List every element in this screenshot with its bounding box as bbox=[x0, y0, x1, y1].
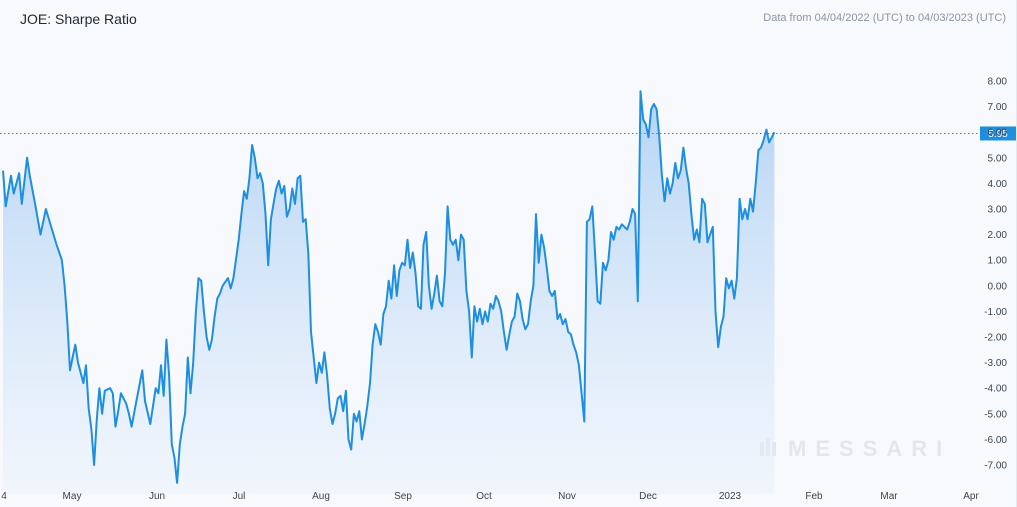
y-tick-label: -1.00 bbox=[984, 307, 1007, 318]
series-line bbox=[2, 90, 776, 484]
area-fill bbox=[3, 91, 775, 494]
current-value-tag-text: 5.95 bbox=[988, 129, 1008, 140]
current-value-layer: 5.95 bbox=[0, 126, 1016, 141]
x-tick-label: Nov bbox=[558, 491, 576, 502]
chart-title: JOE: Sharpe Ratio bbox=[20, 11, 137, 27]
x-tick-label: Oct bbox=[476, 491, 492, 502]
y-tick-label: -3.00 bbox=[984, 358, 1007, 369]
x-tick-label: Sep bbox=[394, 491, 412, 502]
x-tick-label: Feb bbox=[805, 491, 823, 502]
y-tick-label: -2.00 bbox=[984, 333, 1007, 344]
x-tick-label: May bbox=[63, 491, 82, 502]
area-fill-layer bbox=[3, 91, 775, 494]
current-value-tag-bg bbox=[980, 126, 1016, 141]
y-tick-label: 7.00 bbox=[988, 102, 1008, 113]
x-tick-label: 2023 bbox=[719, 491, 742, 502]
x-axis: 4 May Jun Jul Aug Sep Oct Nov Dec 2023 Feb Mar Apr bbox=[1, 491, 979, 502]
x-tick-label: Apr bbox=[963, 491, 979, 502]
y-tick-label: 6.00 bbox=[988, 128, 1008, 139]
y-tick-label: 2.00 bbox=[988, 230, 1008, 241]
y-tick-label: 8.00 bbox=[988, 77, 1008, 88]
y-tick-label: 4.00 bbox=[988, 179, 1008, 190]
messari-watermark: MESSARI bbox=[760, 436, 951, 461]
x-tick-label: Mar bbox=[880, 491, 898, 502]
y-tick-label: 1.00 bbox=[988, 256, 1008, 267]
y-tick-label: -5.00 bbox=[984, 409, 1007, 420]
x-tick-label: Jun bbox=[149, 491, 165, 502]
line-layer bbox=[2, 90, 776, 484]
x-tick-label: Jul bbox=[233, 491, 246, 502]
x-tick-label: 4 bbox=[1, 491, 7, 502]
x-tick-label: Dec bbox=[639, 491, 657, 502]
date-range-label: Data from 04/04/2022 (UTC) to 04/03/2023… bbox=[763, 12, 1006, 24]
current-value-tag: 5.95 bbox=[980, 126, 1016, 141]
y-axis: 8.00 7.00 6.00 5.00 4.00 3.00 2.00 1.00 0.00 -1.0… bbox=[984, 77, 1007, 472]
y-tick-label: 0.00 bbox=[988, 281, 1008, 292]
messari-watermark-text: MESSARI bbox=[788, 436, 951, 461]
y-tick-label: 3.00 bbox=[988, 205, 1008, 216]
y-tick-label: -6.00 bbox=[984, 435, 1007, 446]
y-tick-label: 5.00 bbox=[988, 153, 1008, 164]
y-tick-label: -4.00 bbox=[984, 384, 1007, 395]
y-tick-label: -7.00 bbox=[984, 461, 1007, 472]
x-tick-label: Aug bbox=[312, 491, 330, 502]
